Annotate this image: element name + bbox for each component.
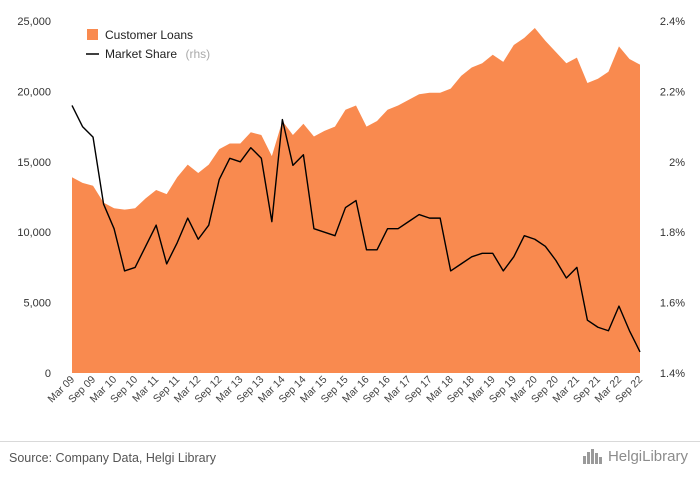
y-left-tick-label: 25,000 — [17, 16, 51, 28]
helgi-library-logo: HelgiLibrary — [582, 447, 688, 465]
legend-label-market-share-suffix: (rhs) — [185, 47, 210, 61]
legend: Customer Loans Market Share (rhs) — [86, 28, 210, 62]
y-right-tick-label: 2.4% — [660, 16, 685, 28]
y-left-tick-label: 0 — [45, 368, 51, 380]
y-left-tick-label: 15,000 — [17, 157, 51, 169]
y-right-tick-label: 2% — [669, 157, 685, 169]
helgi-library-logo-icon — [582, 449, 602, 464]
left-y-axis: 0 5,000 10,000 15,000 20,000 25,000 — [17, 16, 51, 380]
legend-label-market-share-name: Market Share — [105, 47, 177, 61]
market-share-line-layer — [71, 105, 641, 353]
market-share-line — [71, 105, 641, 353]
y-right-tick-label: 1.4% — [660, 368, 685, 380]
right-y-axis: 1.4% 1.6% 1.8% 2% 2.2% 2.4% — [660, 16, 685, 380]
y-left-tick-label: 5,000 — [23, 298, 51, 310]
legend-label-market-share: Market Share (rhs) — [105, 45, 210, 62]
y-left-tick-label: 10,000 — [17, 227, 51, 239]
source-note: Source: Company Data, Helgi Library — [9, 451, 217, 465]
y-left-tick-label: 20,000 — [17, 86, 51, 98]
y-right-tick-label: 1.8% — [660, 227, 685, 239]
legend-swatch-customer-loans — [87, 29, 98, 40]
logo-text: HelgiLibrary — [607, 447, 688, 465]
legend-label-customer-loans: Customer Loans — [105, 28, 193, 42]
y-right-tick-label: 1.6% — [660, 298, 685, 310]
y-right-tick-label: 2.2% — [660, 86, 685, 98]
footer-divider — [0, 441, 700, 442]
